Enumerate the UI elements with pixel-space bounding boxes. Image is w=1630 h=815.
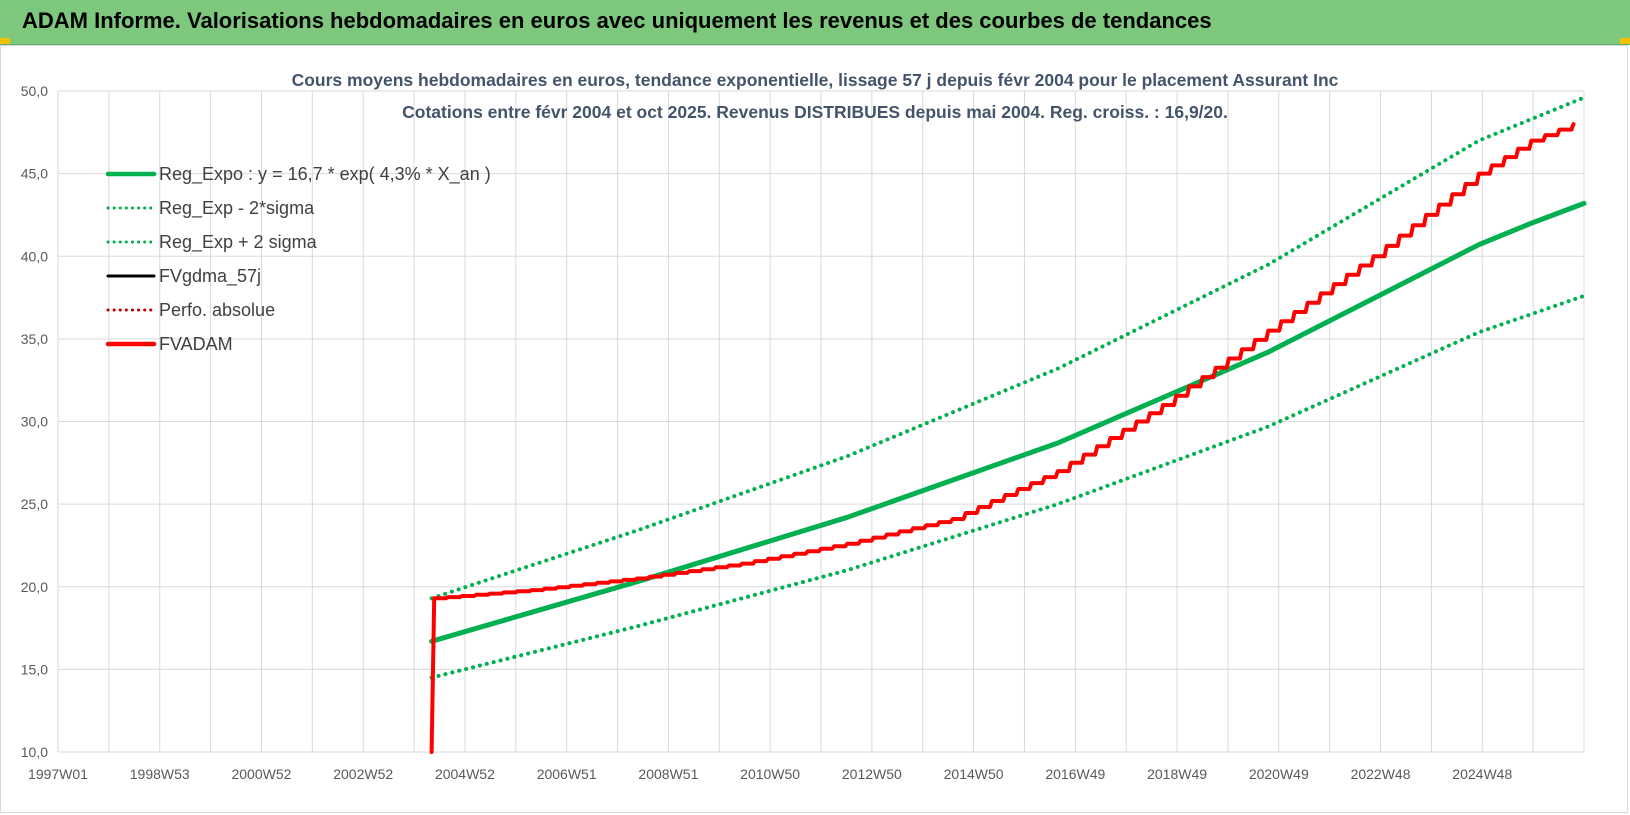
legend-label: FVgdma_57j (159, 266, 261, 287)
series-5-line (429, 122, 1576, 754)
corner-marker-left (0, 38, 10, 44)
x-tick-label: 2008W51 (638, 766, 698, 782)
x-tick-label: 2010W50 (740, 766, 800, 782)
legend: Reg_Expo : y = 16,7 * exp( 4,3% * X_an )… (105, 164, 491, 354)
series-0-line (429, 200, 1587, 644)
chart-title: Cours moyens hebdomadaires en euros, ten… (292, 70, 1339, 90)
x-tick-label: 2014W50 (944, 766, 1004, 782)
y-tick-label: 35,0 (21, 331, 48, 347)
legend-label: Reg_Exp + 2 sigma (159, 232, 318, 253)
legend-label: FVADAM (159, 334, 233, 354)
report-title: ADAM Informe. Valorisations hebdomadaire… (22, 8, 1212, 33)
series-1-line (429, 293, 1586, 680)
x-tick-label: 1998W53 (130, 766, 190, 782)
x-tick-label: 1997W01 (28, 766, 88, 782)
series-lines (429, 95, 1587, 754)
y-tick-label: 15,0 (21, 661, 48, 677)
series-3-line (430, 122, 1575, 754)
grid (57, 90, 1585, 753)
legend-label: Reg_Expo : y = 16,7 * exp( 4,3% * X_an ) (159, 164, 491, 185)
y-tick-label: 45,0 (21, 166, 48, 182)
legend-label: Reg_Exp - 2*sigma (159, 198, 315, 219)
corner-marker-right (1620, 38, 1630, 44)
y-tick-label: 20,0 (21, 579, 48, 595)
report-header: ADAM Informe. Valorisations hebdomadaire… (0, 0, 1630, 45)
chart-subtitle: Cotations entre févr 2004 et oct 2025. R… (402, 102, 1228, 122)
y-tick-label: 25,0 (21, 496, 48, 512)
x-tick-label: 2022W48 (1351, 766, 1411, 782)
y-tick-label: 30,0 (21, 414, 48, 430)
y-tick-label: 50,0 (21, 83, 48, 99)
legend-label: Perfo. absolue (159, 300, 275, 320)
y-tick-label: 40,0 (21, 248, 48, 264)
x-tick-label: 2006W51 (537, 766, 597, 782)
x-tick-label: 2018W49 (1147, 766, 1207, 782)
series-2-line (429, 95, 1586, 601)
y-axis-ticks: 10,0 15,0 20,0 25,0 30,0 35,0 40,0 45,0 50,0 (21, 83, 48, 760)
x-tick-label: 2012W50 (842, 766, 902, 782)
x-tick-label: 2020W49 (1249, 766, 1309, 782)
x-tick-label: 2000W52 (231, 766, 291, 782)
x-tick-label: 2004W52 (435, 766, 495, 782)
chart-frame (0, 45, 1628, 813)
x-tick-label: 2002W52 (333, 766, 393, 782)
y-tick-label: 10,0 (21, 744, 48, 760)
x-tick-label: 2024W48 (1452, 766, 1512, 782)
x-tick-label: 2016W49 (1045, 766, 1105, 782)
x-axis-ticks: 1997W01 1998W53 2000W52 2002W52 2004W52 2006W… (28, 766, 1512, 782)
